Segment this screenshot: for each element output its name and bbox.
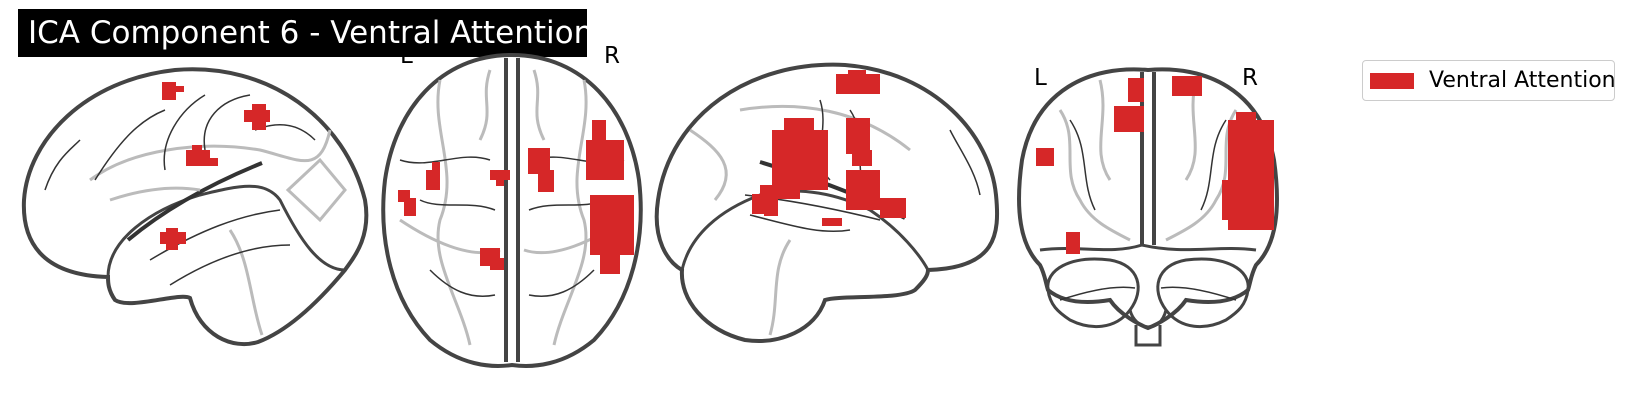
coronal-sulci (1058, 79, 1238, 242)
sagittal-left-outline (21, 67, 369, 347)
sagittal-right-temporal-line (680, 189, 930, 271)
axial-outline (381, 52, 643, 368)
axial-view (381, 52, 643, 368)
coronal-cerebellum (1046, 257, 1250, 347)
axial-activations (398, 120, 634, 274)
sagittal-left-sylvian (126, 161, 263, 242)
sagittal-right-activations (752, 70, 906, 226)
sagittal-left-view (21, 67, 369, 347)
figure-title: ICA Component 6 - Ventral Attention (18, 9, 593, 57)
sagittal-left-activations (160, 82, 270, 250)
sagittal-right-outline (654, 62, 1000, 343)
legend-swatch (1370, 73, 1414, 89)
sagittal-left-temporal-line (106, 184, 346, 278)
axial-left-label: L (400, 43, 413, 69)
coronal-left-label: L (1034, 65, 1047, 91)
sagittal-left-sulci (89, 129, 347, 336)
coronal-view (1017, 67, 1279, 347)
coronal-right-label: R (1242, 65, 1258, 91)
coronal-gyri (1059, 119, 1237, 301)
sagittal-left-gyri (44, 94, 316, 286)
legend-label: Ventral Attention (1429, 68, 1616, 93)
sagittal-right-view (654, 62, 1000, 343)
coronal-activations (1036, 76, 1274, 254)
legend: Ventral Attention (1362, 60, 1616, 101)
sagittal-right-sulci (689, 104, 911, 336)
axial-right-label: R (604, 43, 620, 69)
